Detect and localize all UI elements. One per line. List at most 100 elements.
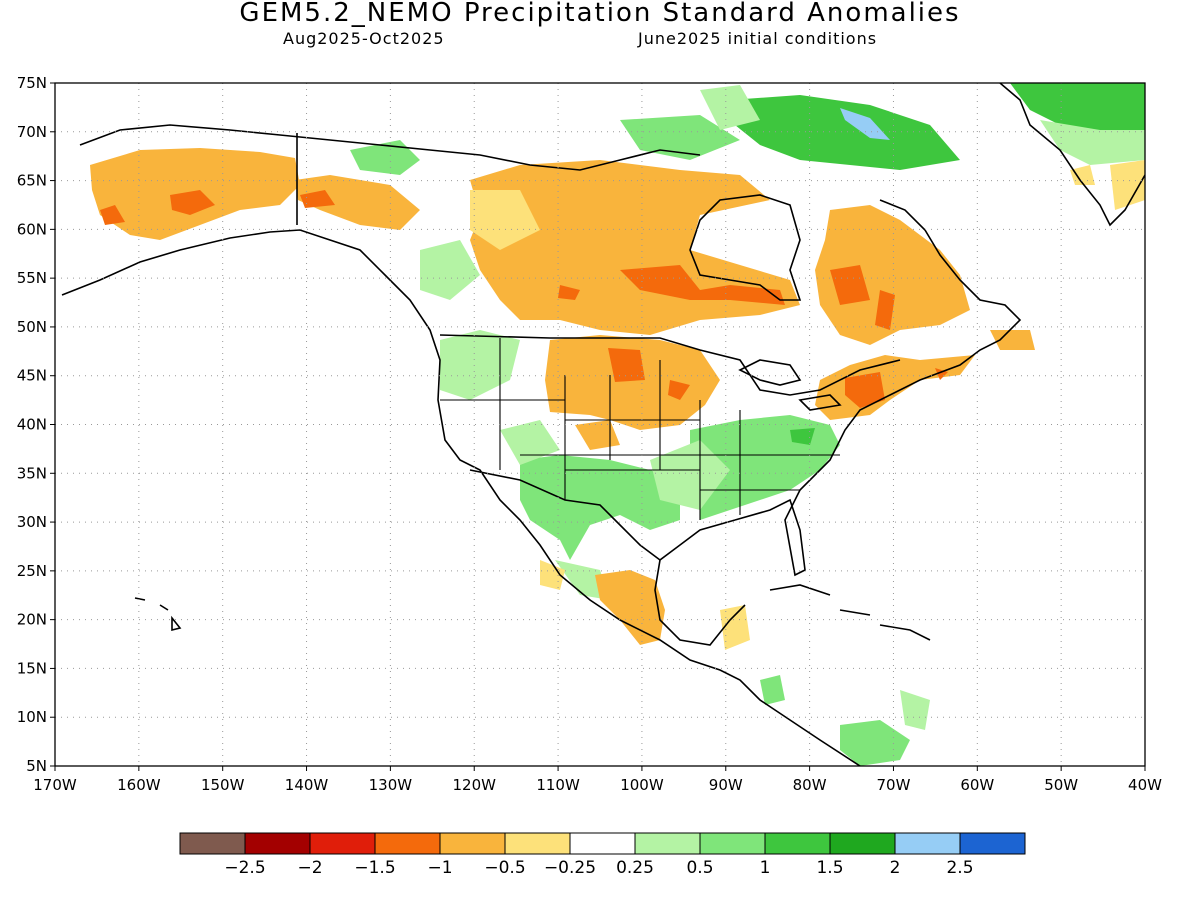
state-borders (440, 338, 840, 520)
colorbar-swatch (894, 832, 961, 855)
central-america-wet-area (760, 675, 910, 766)
colorbar-label: −2 (297, 858, 322, 878)
colorbar (179, 832, 1026, 855)
manitoba-moderate-dry (558, 285, 580, 300)
lon-tick-label: 90W (709, 776, 743, 794)
plains-dry-area (545, 335, 720, 430)
colorbar-label: −1 (427, 858, 452, 878)
caribbean-light-wet (900, 690, 930, 730)
great-lakes (738, 359, 842, 411)
quebec-dry-area (815, 205, 970, 345)
colorbar-label: 2.5 (946, 858, 973, 878)
colorbar-swatch (439, 832, 506, 855)
quebec-moderate-dry (830, 265, 895, 330)
lat-tick-label: 30N (17, 513, 47, 531)
colorbar-swatch (699, 832, 766, 855)
plains-moderate-dry (608, 348, 690, 400)
lon-tick-label: 60W (960, 776, 994, 794)
lat-tick-label: 25N (17, 562, 47, 580)
map-title: GEM5.2_NEMO Precipitation Standard Anoma… (239, 0, 961, 28)
mexico-dry-area (595, 570, 665, 645)
greenland-dry (1070, 160, 1145, 210)
lon-tick-label: 130W (369, 776, 413, 794)
colorbar-swatch (829, 832, 896, 855)
lat-tick-label: 5N (26, 757, 47, 775)
colorbar-label: 1 (760, 858, 771, 878)
lon-tick-label: 70W (877, 776, 911, 794)
lon-tick-label: 160W (117, 776, 161, 794)
colorbar-labels: −2.5 −2 −1.5 −1 −0.5 −0.25 0.25 0.5 1 1.5 2 2.5 (224, 858, 973, 878)
lat-tick-label: 60N (17, 220, 47, 238)
latitude-axis: 75N 70N 65N 60N 55N 50N 45N 40N 35N 30N 25N 20N 15N 1… (17, 74, 55, 775)
period-subtitle: Aug2025-Oct2025 (283, 29, 445, 48)
southeast-light-wet (650, 440, 730, 510)
colorbar-swatch (179, 832, 246, 855)
alaska-moderate-dry (100, 190, 215, 225)
lat-tick-label: 40N (17, 416, 47, 434)
arctic-coast (79, 124, 701, 171)
colorbar-label: 0.5 (686, 858, 713, 878)
lat-tick-label: 20N (17, 611, 47, 629)
gulf-coast (654, 519, 746, 646)
colorado-dry (575, 420, 620, 450)
northeast-moderate-dry (845, 368, 948, 408)
greenland-wet-area (1010, 83, 1145, 135)
lat-tick-label: 15N (17, 659, 47, 677)
lat-tick-label: 45N (17, 367, 47, 385)
lon-tick-label: 120W (452, 776, 496, 794)
lon-tick-label: 110W (536, 776, 580, 794)
lat-tick-label: 50N (17, 318, 47, 336)
lon-tick-label: 150W (201, 776, 245, 794)
northeast-dry-area (815, 355, 975, 420)
east-coast (734, 199, 1022, 577)
lon-tick-label: 80W (793, 776, 827, 794)
yukon-moderate-dry (300, 190, 335, 208)
colorbar-swatch (374, 832, 441, 855)
lon-tick-label: 40W (1128, 776, 1162, 794)
arctic-wet-area (730, 95, 960, 170)
lat-tick-label: 65N (17, 172, 47, 190)
caribbean-islands (769, 584, 931, 641)
nw-territories-wet (350, 115, 740, 175)
colorbar-swatch (764, 832, 831, 855)
colorbar-label: −2.5 (224, 858, 265, 878)
init-subtitle: June2025 initial conditions (638, 29, 878, 48)
north-america-coastline (61, 229, 861, 766)
colorbar-label: 2 (890, 858, 901, 878)
southeast-strong-wet (790, 428, 815, 445)
lon-tick-label: 100W (620, 776, 664, 794)
lat-tick-label: 10N (17, 708, 47, 726)
colorbar-swatch (569, 832, 636, 855)
canada-central-dry-patch (470, 190, 540, 250)
coastlines (61, 83, 1145, 766)
longitude-axis: 170W 160W 150W 140W 130W 120W 110W 100W 90W 80W 70… (33, 766, 1162, 794)
yukon-dry-area (295, 175, 420, 230)
lon-tick-label: 50W (1044, 776, 1078, 794)
lat-tick-label: 75N (17, 74, 47, 92)
colorbar-swatch (634, 832, 701, 855)
colorbar-swatch (504, 832, 571, 855)
lat-tick-label: 70N (17, 123, 47, 141)
colorbar-label: 0.25 (616, 858, 654, 878)
colorbar-swatch (309, 832, 376, 855)
mexico-light-dry (540, 560, 750, 650)
hawaii-islands (134, 597, 182, 632)
colorbar-swatch (244, 832, 311, 855)
colorbar-swatch (959, 832, 1026, 855)
greenland-coast (999, 83, 1145, 227)
greenland-light-wet (1040, 120, 1145, 165)
us-mexico-border (469, 469, 661, 561)
colorbar-label: −0.5 (484, 858, 525, 878)
colorbar-label: 1.5 (816, 858, 843, 878)
colorbar-label: −1.5 (354, 858, 395, 878)
southwest-wet-area (520, 455, 680, 560)
colorbar-label: −0.25 (544, 858, 596, 878)
atlantic-canada-dry (990, 330, 1035, 350)
lat-tick-label: 35N (17, 464, 47, 482)
hudson-west-moderate-dry (620, 265, 785, 305)
hudson-bay (689, 194, 802, 301)
arctic-light-wet (700, 85, 760, 130)
lon-tick-label: 170W (33, 776, 77, 794)
bc-wet (420, 240, 480, 300)
